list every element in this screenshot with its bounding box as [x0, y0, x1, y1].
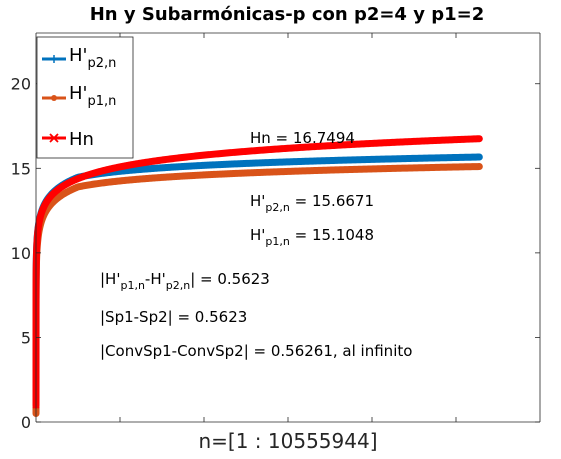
- data-point: [32, 252, 40, 261]
- series-line: [32, 163, 483, 418]
- annotation-hn: Hn = 16.7494: [250, 129, 355, 147]
- legend-label-hn: Hn: [69, 129, 94, 150]
- annotation-diff-open: |H': [100, 270, 120, 288]
- legend-label-hp2: H'p2,n: [69, 45, 116, 71]
- y-tick-label: 0: [21, 413, 31, 432]
- annotation-hp1-main: H': [250, 226, 265, 244]
- annotation-diff-sub1: p1,n: [120, 279, 144, 292]
- annotation-hp1: H'p1,n = 15.1048: [250, 226, 374, 248]
- series-line: [32, 135, 483, 409]
- annotation-hp1-sub: p1,n: [265, 235, 289, 248]
- annotation-diff-sub2: p2,n: [166, 279, 190, 292]
- annotation-diff-close: | = 0.5623: [190, 270, 270, 288]
- annotation-hp1-value: = 15.1048: [290, 226, 374, 244]
- legend: H'p2,n H'p1,n Hn: [36, 36, 134, 159]
- annotation-diff-mid: -H': [145, 270, 166, 288]
- legend-item-hp2: H'p2,n: [42, 45, 116, 71]
- annotation-hp2: H'p2,n = 15.6671: [250, 192, 374, 214]
- legend-item-hn: Hn: [42, 129, 94, 150]
- x-axis-label: n=[1 : 10555944]: [198, 429, 377, 453]
- legend-label-hp2-main: H': [69, 45, 87, 66]
- y-tick-label: 5: [21, 328, 31, 347]
- annotation-hp2-value: = 15.6671: [290, 192, 374, 210]
- legend-item-hp1: H'p1,n: [42, 83, 116, 109]
- y-tick-label: 20: [11, 75, 31, 94]
- annotation-hp2-main: H': [250, 192, 265, 210]
- data-point-end: [476, 163, 483, 170]
- y-tick-label: 10: [11, 244, 31, 263]
- annotation-conv: |ConvSp1-ConvSp2| = 0.56261, al infinito: [100, 342, 412, 360]
- legend-marker-hn: [49, 133, 59, 143]
- legend-label-hp2-sub: p2,n: [87, 56, 116, 71]
- annotation-sp: |Sp1-Sp2| = 0.5623: [100, 308, 247, 326]
- y-ticks: 0 5 10 15 20: [11, 75, 540, 432]
- y-tick-label: 15: [11, 159, 31, 178]
- legend-label-hp1-main: H': [69, 83, 87, 104]
- legend-marker-hp1: [51, 95, 57, 101]
- annotations: Hn = 16.7494 H'p2,n = 15.6671 H'p1,n = 1…: [100, 129, 412, 360]
- legend-label-hp1-sub: p1,n: [87, 94, 116, 109]
- data-point-end: [476, 135, 483, 142]
- annotation-hp2-sub: p2,n: [265, 201, 289, 214]
- chart-title: Hn y Subarmónicas-p con p2=4 y p1=2: [90, 4, 485, 25]
- annotation-difference: |H'p1,n-H'p2,n| = 0.5623: [100, 270, 270, 292]
- legend-marker-hp2: [50, 55, 58, 63]
- legend-label-hp1: H'p1,n: [69, 83, 116, 109]
- data-point-end: [476, 154, 483, 161]
